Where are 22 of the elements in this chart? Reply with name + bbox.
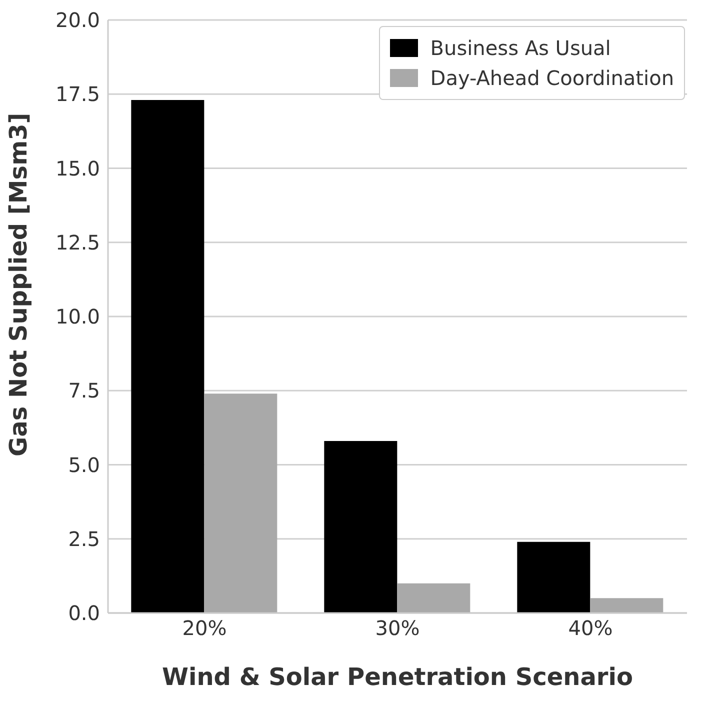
bar	[131, 100, 204, 613]
x-tick-label: 30%	[375, 616, 420, 640]
y-tick-label: 12.5	[55, 230, 100, 254]
y-tick-label: 2.5	[68, 526, 100, 551]
y-tick-label: 5.0	[68, 452, 100, 477]
y-axis-title: Gas Not Supplied [Msm3]	[4, 112, 33, 456]
legend-label: Business As Usual	[430, 35, 611, 62]
bar	[324, 441, 398, 613]
y-tick-label: 0.0	[68, 601, 100, 626]
y-tick-label: 15.0	[55, 156, 100, 180]
x-tick-label: 20%	[182, 616, 227, 640]
bar	[204, 394, 278, 613]
bar	[590, 598, 664, 613]
x-axis-title: Wind & Solar Penetration Scenario	[162, 663, 633, 691]
y-tick-label: 10.0	[55, 304, 100, 329]
x-tick-label: 40%	[568, 616, 613, 640]
y-tick-label: 20.0	[55, 8, 100, 32]
bar	[517, 542, 590, 613]
bar	[397, 583, 470, 613]
legend-label: Day-Ahead Coordination	[430, 65, 674, 92]
y-tick-label: 7.5	[68, 378, 100, 403]
y-tick-label: 17.5	[55, 82, 100, 106]
